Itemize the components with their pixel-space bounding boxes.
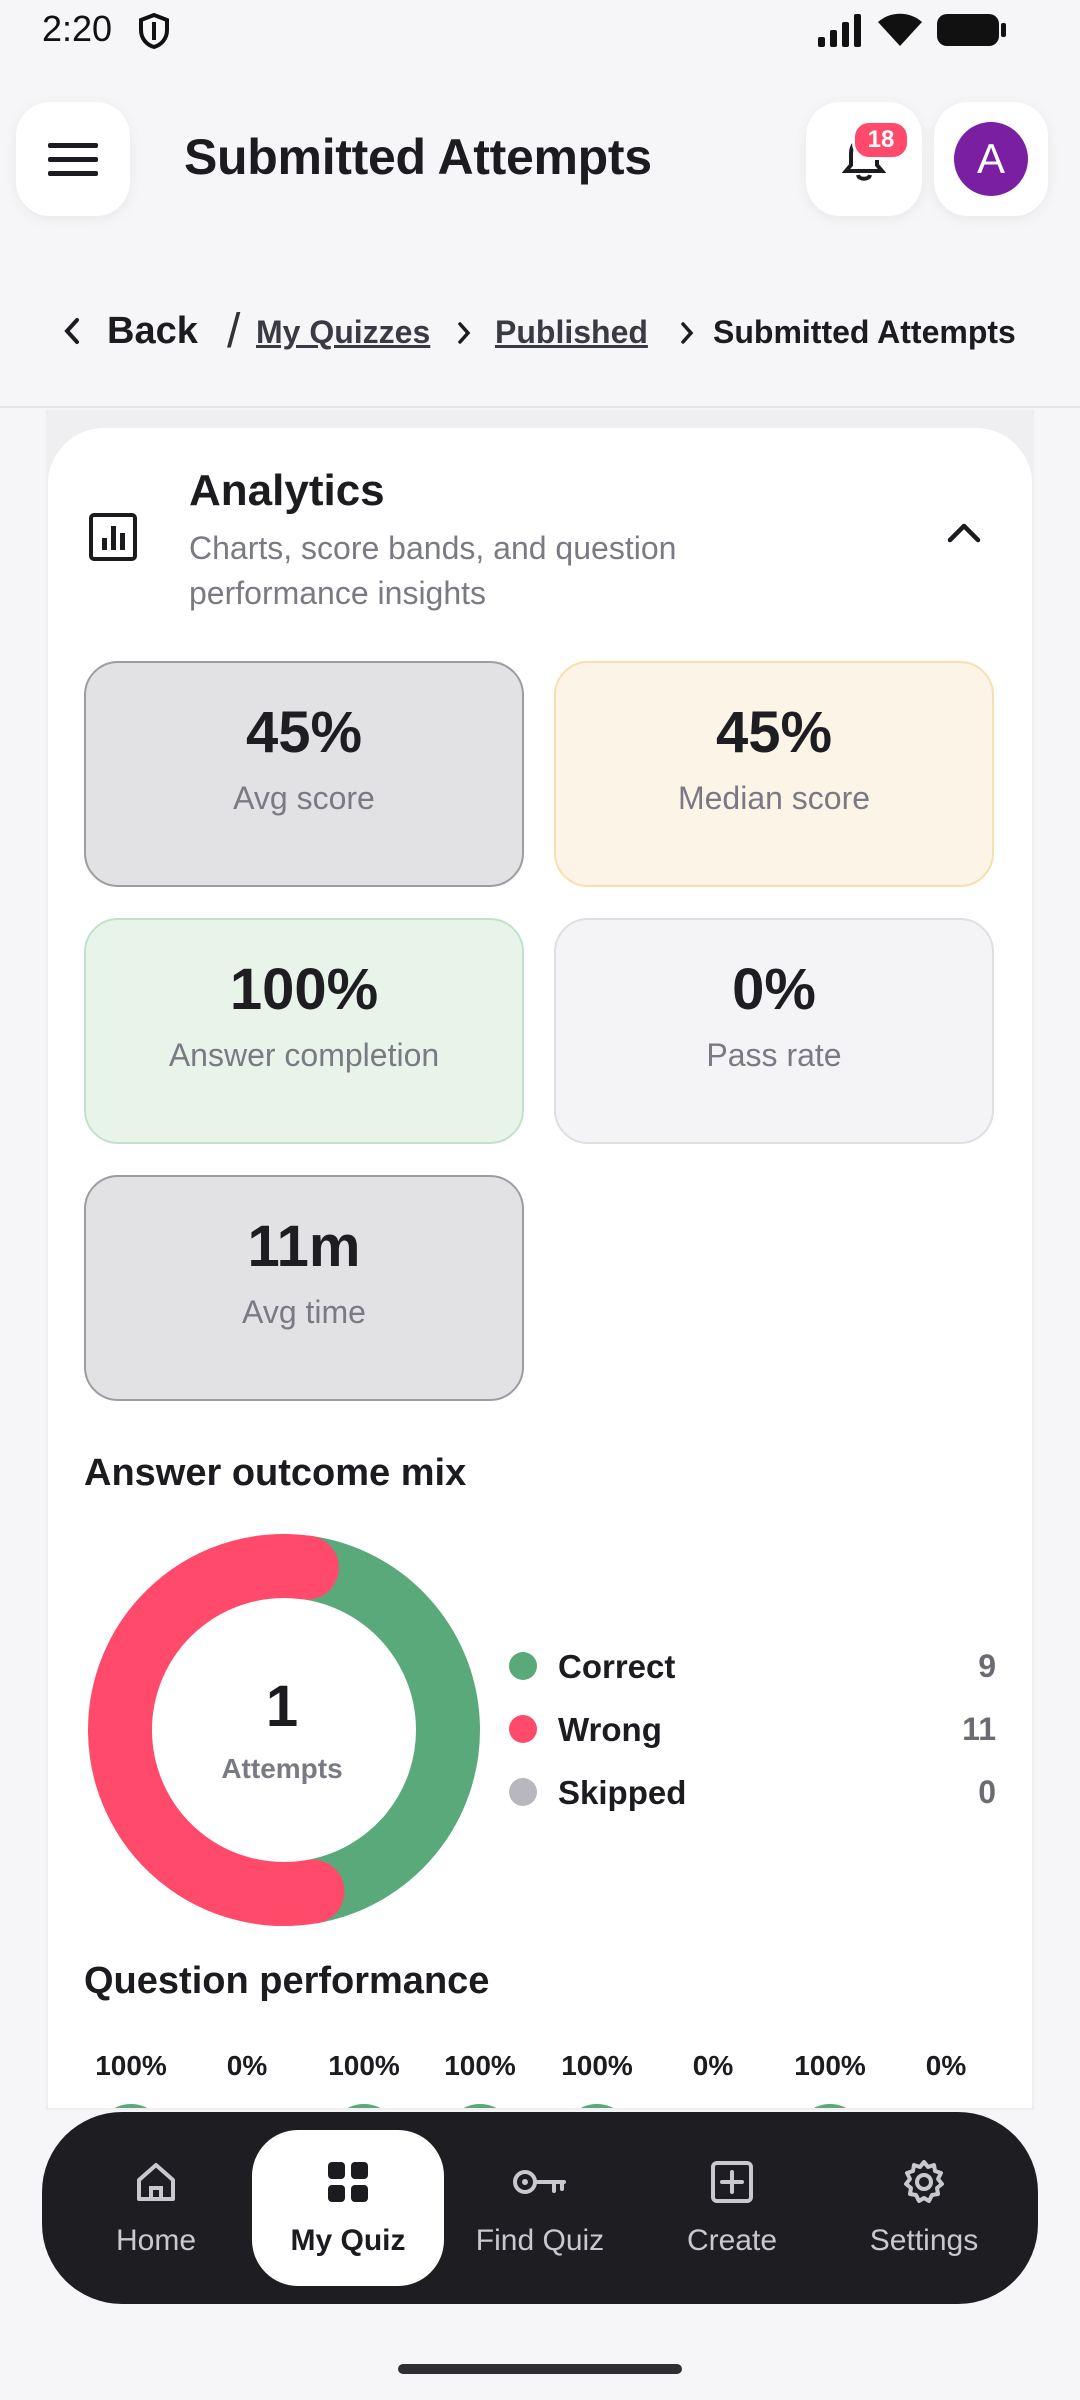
notifications-button[interactable]: 18 — [806, 102, 922, 216]
stat-label: Avg score — [233, 780, 375, 816]
question-3-percent: 100% — [328, 2050, 400, 2081]
legend-correct-label: Correct — [558, 1648, 676, 1685]
analytics-card: Analytics Charts, score bands, and quest… — [48, 428, 1032, 2108]
question-7-percent: 100% — [794, 2050, 866, 2081]
grid-icon — [328, 2162, 368, 2202]
nav-find-quiz[interactable]: Find Quiz — [444, 2112, 636, 2304]
question-6-percent: 0% — [692, 2050, 734, 2081]
breadcrumb: Back / My Quizzes Published Submitted At… — [0, 300, 1080, 366]
avatar: A — [954, 122, 1028, 196]
nav-my-quiz-label: My Quiz — [290, 2224, 406, 2257]
outcome-donut-chart: 1 Attempts — [88, 1534, 480, 1926]
divider — [0, 406, 1080, 408]
chevron-right-icon — [458, 322, 471, 344]
profile-button[interactable]: A — [934, 102, 1048, 216]
legend-skipped-value: 0 — [978, 1774, 996, 1810]
donut-slice-cap — [274, 1535, 339, 1600]
legend-skipped-dot — [509, 1778, 537, 1806]
home-indicator — [398, 2364, 682, 2374]
question-3-bar — [329, 2104, 399, 2108]
chart-icon — [89, 513, 137, 561]
question-1-bar — [96, 2104, 166, 2108]
battery-icon — [937, 14, 1006, 46]
legend-wrong-dot — [509, 1715, 537, 1743]
notification-badge: 18 — [852, 120, 910, 160]
nav-my-quiz[interactable]: My Quiz — [252, 2112, 444, 2304]
stat-label: Avg time — [242, 1294, 366, 1330]
stat-median-score: 45% Median score — [554, 661, 994, 887]
status-time: 2:20 — [42, 8, 113, 49]
nav-create[interactable]: Create — [636, 2112, 828, 2304]
question-5-percent: 100% — [561, 2050, 633, 2081]
gear-icon — [904, 2160, 944, 2203]
stat-value: 0% — [732, 957, 816, 1022]
page-title: Submitted Attempts — [184, 129, 652, 185]
status-bar: 2:20 — [0, 0, 1080, 62]
legend-wrong-label: Wrong — [558, 1711, 662, 1748]
menu-button[interactable] — [16, 102, 130, 216]
breadcrumb-separator: / — [227, 305, 241, 358]
nav-find-quiz-label: Find Quiz — [475, 2224, 605, 2257]
breadcrumb-current: Submitted Attempts — [713, 314, 1016, 350]
breadcrumb-published[interactable]: Published — [495, 314, 648, 350]
legend-correct-value: 9 — [978, 1648, 996, 1684]
nav-active-indicator — [252, 2130, 444, 2286]
question-4-bar — [445, 2104, 515, 2108]
stat-answer-completion: 100% Answer completion — [84, 918, 524, 1144]
stat-label: Answer completion — [168, 1037, 440, 1073]
shield-icon — [137, 12, 171, 55]
key-icon — [513, 2170, 566, 2194]
chevron-right-icon — [681, 322, 694, 344]
question-2-percent: 0% — [226, 2050, 268, 2081]
donut-slice-correct — [301, 1535, 480, 1924]
home-icon — [137, 2163, 175, 2201]
stat-label: Pass rate — [706, 1037, 842, 1073]
chevron-left-icon[interactable] — [62, 316, 82, 346]
analytics-subtitle: Charts, score bands, and question perfor… — [189, 530, 677, 611]
back-button[interactable]: Back — [107, 310, 198, 352]
legend-correct-dot — [509, 1652, 537, 1680]
analytics-title: Analytics — [189, 466, 385, 515]
outcome-title: Answer outcome mix — [84, 1452, 467, 1494]
question-4-percent: 100% — [444, 2050, 516, 2081]
donut-center-value: 1 — [266, 1674, 298, 1739]
chevron-up-icon[interactable] — [946, 520, 982, 544]
stat-value: 100% — [229, 957, 379, 1022]
nav-home-label: Home — [115, 2224, 197, 2257]
nav-settings-label: Settings — [869, 2224, 979, 2257]
stat-avg-score: 45% Avg score — [84, 661, 524, 887]
bottom-nav: Home My Quiz Find Quiz Create Settings — [42, 2112, 1038, 2304]
legend-wrong-value: 11 — [962, 1711, 996, 1747]
app-header: Submitted Attempts 18 A — [0, 100, 1080, 218]
hamburger-icon — [48, 143, 98, 176]
question-1-percent: 100% — [95, 2050, 167, 2081]
nav-settings[interactable]: Settings — [828, 2112, 1020, 2304]
donut-slice-wrong — [88, 1534, 318, 1926]
question-8-percent: 0% — [925, 2050, 967, 2081]
donut-center-label: Attempts — [221, 1753, 342, 1784]
nav-home[interactable]: Home — [60, 2112, 252, 2304]
wifi-icon — [878, 13, 922, 46]
signal-icon — [818, 14, 861, 47]
stat-label: Median score — [677, 780, 871, 816]
donut-slice-cap — [280, 1859, 345, 1924]
stat-value: 45% — [715, 700, 833, 765]
nav-create-label: Create — [686, 2224, 778, 2257]
question-7-bar — [795, 2104, 865, 2108]
stat-avg-time: 11m Avg time — [84, 1175, 524, 1401]
question-performance-title: Question performance — [84, 1960, 490, 2002]
stat-pass-rate: 0% Pass rate — [554, 918, 994, 1144]
legend-skipped-label: Skipped — [558, 1774, 687, 1811]
question-5-bar — [562, 2104, 632, 2108]
stat-value: 11m — [247, 1214, 361, 1279]
plus-square-icon — [711, 2161, 753, 2203]
breadcrumb-my-quizzes[interactable]: My Quizzes — [256, 314, 431, 350]
stat-value: 45% — [245, 700, 363, 765]
